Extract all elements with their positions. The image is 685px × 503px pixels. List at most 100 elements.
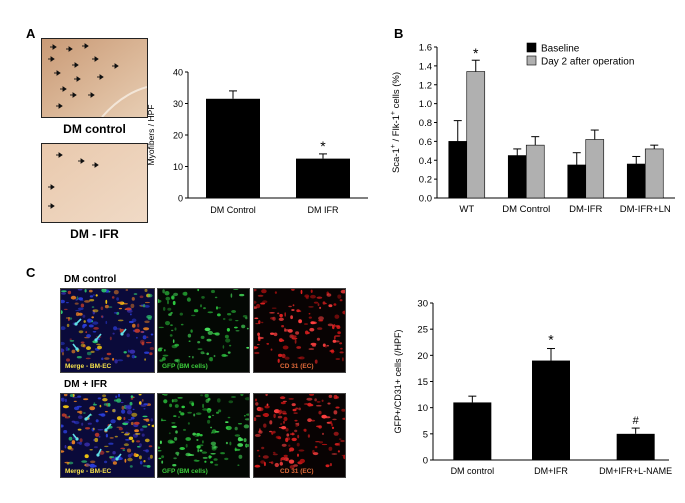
- cell-signal: [159, 359, 164, 362]
- image-caption-dm-control: DM control: [63, 122, 126, 136]
- y-axis-label: Myofibers / HPF: [146, 105, 156, 166]
- cell-signal: [188, 340, 191, 342]
- cell-signal: [299, 458, 305, 464]
- cell-signal: [207, 419, 211, 424]
- cell-signal: [151, 424, 154, 428]
- cell-signal: [159, 440, 162, 445]
- cell-signal: [81, 422, 84, 426]
- cell-signal: [291, 437, 297, 442]
- cell-signal: [149, 347, 154, 350]
- cell-signal: [105, 320, 108, 325]
- cell-signal: [310, 294, 316, 299]
- cell-signal: [61, 348, 65, 353]
- caption-gfp-dm-control: GFP (BM cells): [162, 363, 208, 370]
- cell-signal: [333, 323, 336, 327]
- cell-signal: [85, 357, 91, 360]
- cell-signal: [336, 325, 341, 329]
- cell-signal: [132, 396, 135, 398]
- cell-signal: [210, 426, 213, 429]
- cell-signal: [322, 432, 324, 435]
- cell-signal: [234, 434, 241, 437]
- cell-signal: [182, 292, 187, 296]
- cell-signal: [64, 461, 70, 464]
- cell-signal: [321, 443, 328, 446]
- cell-signal: [89, 449, 93, 451]
- cell-signal: [130, 397, 134, 400]
- cell-signal: [126, 333, 130, 338]
- cell-signal: [283, 454, 288, 458]
- cell-signal: [316, 296, 323, 299]
- cell-signal: [141, 433, 145, 437]
- cell-signal: [107, 403, 111, 407]
- cell-signal: [188, 356, 191, 358]
- cell-signal: [277, 409, 281, 413]
- cell-signal: [126, 410, 133, 415]
- cell-signal: [86, 351, 92, 356]
- cell-signal: [143, 449, 148, 452]
- cell-signal: [158, 347, 163, 349]
- cell-signal: [193, 309, 199, 313]
- cell-signal: [144, 305, 150, 308]
- cell-signal: [171, 422, 176, 424]
- x-tick-label: WT: [459, 204, 474, 215]
- y-tick-label: 40: [173, 68, 183, 78]
- cell-signal: [89, 406, 96, 411]
- cell-signal: [195, 412, 202, 415]
- cell-signal: [69, 340, 75, 342]
- cell-signal: [106, 352, 112, 356]
- y-axis-label-sup: +: [390, 144, 397, 148]
- cell-signal: [238, 454, 243, 459]
- cell-signal: [126, 448, 132, 453]
- bar: [626, 163, 646, 199]
- cell-signal: [170, 312, 173, 314]
- micrograph-merge-dm-ifr: Merge - BM-EC: [60, 393, 155, 478]
- cell-signal: [73, 400, 77, 403]
- cell-signal: [131, 439, 135, 443]
- cell-signal: [76, 441, 81, 444]
- cell-signal: [82, 324, 85, 329]
- cell-signal: [295, 422, 298, 425]
- cell-signal: [288, 398, 294, 400]
- y-tick-label: 0.8: [419, 118, 432, 129]
- cell-signal: [281, 443, 287, 447]
- cell-signal: [70, 447, 74, 451]
- cell-signal: [263, 423, 267, 428]
- cell-signal: [197, 289, 200, 292]
- cell-signal: [173, 457, 177, 460]
- cell-signal: [316, 404, 322, 407]
- cell-signal: [268, 461, 272, 464]
- cell-signal: [97, 397, 102, 400]
- cell-signal: [128, 436, 134, 440]
- cell-signal: [161, 418, 163, 422]
- cell-signal: [84, 300, 91, 303]
- cell-signal: [169, 403, 173, 408]
- cell-signal: [124, 458, 127, 463]
- cell-signal: [187, 411, 192, 414]
- cell-signal: [174, 437, 178, 441]
- cell-signal: [132, 323, 136, 328]
- cell-signal: [316, 337, 320, 341]
- cell-signal: [171, 399, 174, 403]
- cell-signal: [77, 395, 82, 398]
- cell-signal: [207, 397, 211, 401]
- cell-signal: [147, 423, 151, 426]
- cell-signal: [144, 301, 150, 304]
- cell-signal: [286, 433, 290, 437]
- cell-signal: [234, 447, 237, 452]
- histology-image-dm-control-svg: [42, 39, 148, 118]
- cell-signal: [278, 317, 284, 321]
- cell-signal: [191, 314, 196, 317]
- cell-signal: [333, 394, 338, 400]
- cell-signal: [117, 319, 124, 322]
- cell-signal: [240, 394, 244, 397]
- cell-signal: [237, 423, 243, 425]
- cell-signal: [78, 415, 83, 419]
- cell-signal: [78, 312, 83, 316]
- cell-signal: [342, 417, 345, 420]
- cell-signal: [144, 289, 148, 292]
- cell-signal: [161, 455, 165, 459]
- micrograph-cd31-dm-ifr: CD 31 (EC): [253, 393, 346, 478]
- cell-signal: [80, 303, 85, 308]
- cell-signal: [207, 330, 213, 335]
- cell-signal: [140, 304, 144, 307]
